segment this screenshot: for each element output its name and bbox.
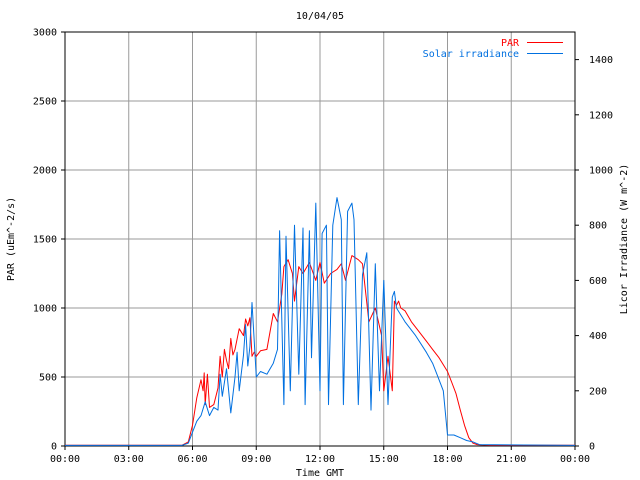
right-tick-label: 1400: [589, 55, 613, 66]
legend-label: PAR: [501, 38, 520, 49]
left-tick-label: 3000: [33, 28, 57, 39]
x-tick-label: 09:00: [241, 454, 271, 465]
left-axis: 0 500 1000 1500 2000 2500 3000: [33, 28, 65, 453]
chart-title: 10/04/05: [296, 11, 344, 22]
x-tick-label: 00:00: [560, 454, 590, 465]
right-tick-label: 800: [589, 221, 607, 232]
x-axis-label: Time GMT: [296, 468, 344, 479]
x-axis: 00:00 03:00 06:00 09:00 12:00 15:00 18:00 21:00…: [50, 446, 590, 465]
right-tick-label: 600: [589, 276, 607, 287]
series-lines: [65, 197, 576, 446]
right-tick-label: 1000: [589, 166, 613, 177]
x-tick-label: 18:00: [432, 454, 462, 465]
x-tick-label: 12:00: [305, 454, 335, 465]
y-axis-label-right: Licor Irradiance (W m^-2): [619, 164, 630, 315]
y-axis-label-left: PAR (uEm^-2/s): [6, 197, 17, 281]
legend-label: Solar irradiance: [423, 49, 519, 60]
x-tick-label: 21:00: [496, 454, 526, 465]
series-line-par: [65, 255, 575, 446]
left-tick-label: 0: [51, 442, 57, 453]
right-tick-label: 400: [589, 331, 607, 342]
left-tick-label: 1500: [33, 235, 57, 246]
x-tick-label: 15:00: [369, 454, 399, 465]
x-tick-label: 06:00: [177, 454, 207, 465]
left-tick-label: 2000: [33, 166, 57, 177]
x-tick-label: 00:00: [50, 454, 80, 465]
right-tick-label: 1200: [589, 110, 613, 121]
left-tick-label: 1000: [33, 304, 57, 315]
x-tick-label: 03:00: [114, 454, 144, 465]
series-line-solar-irradiance: [65, 197, 576, 446]
left-tick-label: 500: [39, 373, 57, 384]
right-axis: 0 200 400 600 800 1000 1200 1400: [575, 55, 613, 453]
right-tick-label: 0: [589, 442, 595, 453]
left-tick-label: 2500: [33, 97, 57, 108]
right-tick-label: 200: [589, 386, 607, 397]
